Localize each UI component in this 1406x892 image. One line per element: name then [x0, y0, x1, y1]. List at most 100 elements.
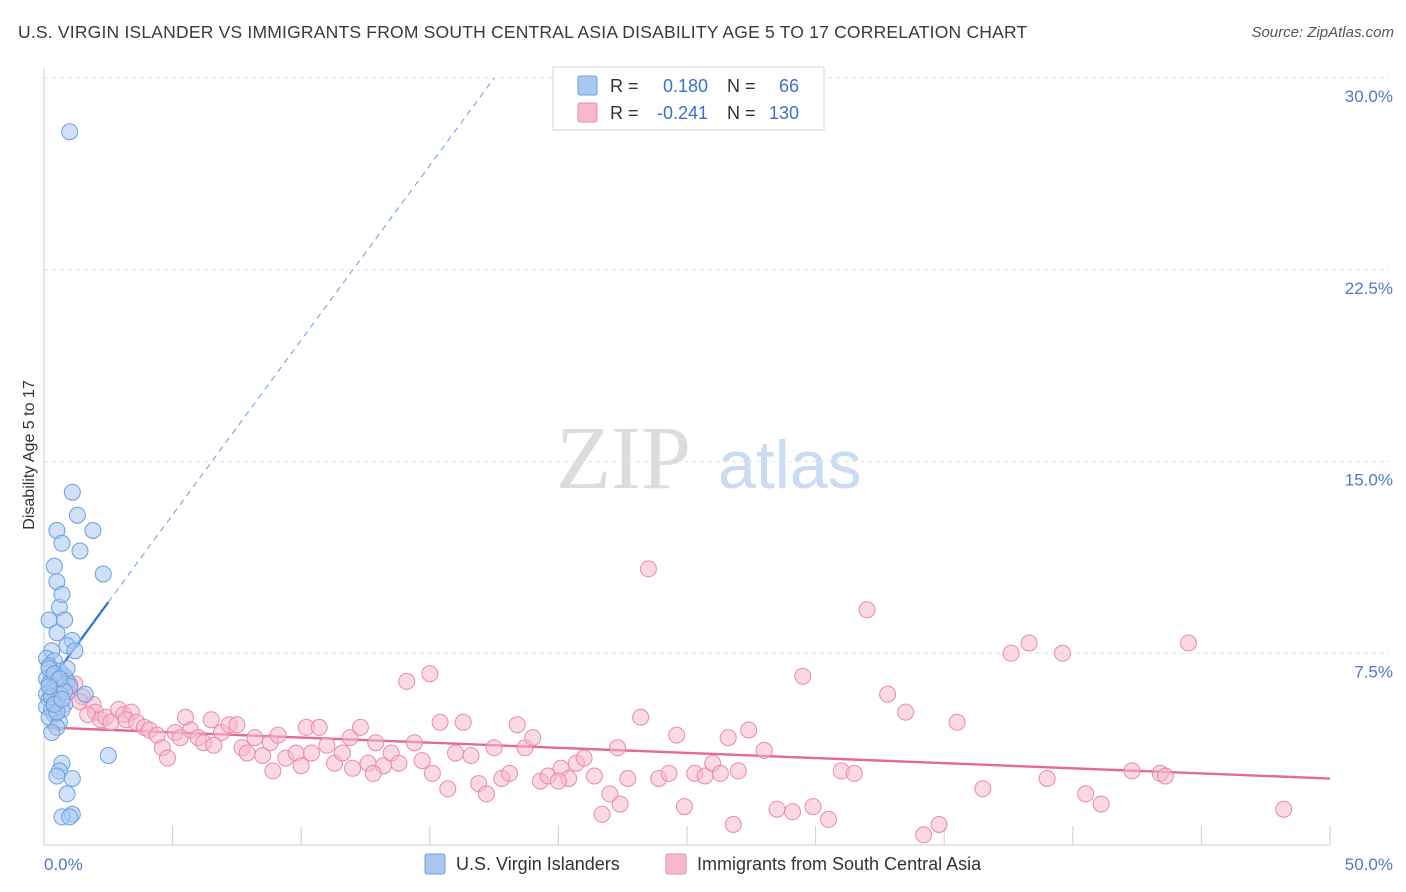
point-virgin-islanders-6 [71, 542, 89, 560]
point-south-central-asia-48 [367, 734, 385, 752]
point-south-central-asia-78 [609, 739, 627, 757]
point-south-central-asia-85 [675, 798, 693, 816]
point-south-central-asia-89 [711, 764, 729, 782]
point-south-central-asia-34 [254, 747, 272, 764]
point-south-central-asia-118 [1275, 800, 1293, 818]
point-south-central-asia-60 [462, 747, 480, 764]
point-south-central-asia-92 [740, 721, 758, 739]
point-south-central-asia-110 [1038, 770, 1056, 787]
point-virgin-islanders-8 [94, 565, 112, 583]
point-south-central-asia-112 [1077, 785, 1095, 803]
series-us-virgin-islanders [38, 123, 117, 826]
point-south-central-asia-105 [930, 816, 948, 833]
y-tick-label-2: 22.5% [1345, 279, 1393, 298]
x-tick-label-0: 0.0% [44, 855, 83, 874]
point-virgin-islanders-55 [61, 808, 79, 826]
point-virgin-islanders-46 [43, 724, 61, 741]
point-virgin-islanders-7 [45, 557, 63, 575]
point-south-central-asia-54 [413, 752, 431, 770]
point-south-central-asia-96 [794, 667, 812, 685]
point-south-central-asia-75 [585, 767, 603, 785]
point-virgin-islanders-0 [61, 123, 79, 141]
point-south-central-asia-30 [228, 716, 246, 734]
chart-title: U.S. VIRGIN ISLANDER VS IMMIGRANTS FROM … [18, 22, 1028, 42]
point-south-central-asia-74 [575, 749, 593, 767]
point-south-central-asia-128 [611, 795, 629, 813]
point-south-central-asia-77 [601, 785, 619, 803]
point-south-central-asia-90 [719, 729, 737, 747]
point-south-central-asia-91 [729, 762, 747, 780]
point-south-central-asia-94 [768, 800, 786, 818]
point-south-central-asia-65 [501, 764, 518, 782]
legend-r-value-pink: -0.241 [657, 103, 708, 123]
point-virgin-islanders-18 [66, 642, 84, 660]
legend-bottom-swatch-pink [665, 853, 687, 875]
point-south-central-asia-32 [238, 744, 256, 762]
point-south-central-asia-108 [1002, 644, 1020, 662]
point-south-central-asia-80 [632, 708, 650, 726]
legend-n-label-blue: N = [727, 76, 756, 96]
legend-n-value-blue: 66 [779, 76, 799, 96]
point-virgin-islanders-11 [53, 585, 71, 603]
point-south-central-asia-46 [351, 718, 369, 736]
point-south-central-asia-116 [1156, 767, 1174, 785]
point-virgin-islanders-2 [68, 506, 86, 524]
point-south-central-asia-107 [974, 780, 992, 798]
point-south-central-asia-27 [202, 711, 220, 729]
point-virgin-islanders-65 [53, 690, 71, 708]
point-south-central-asia-53 [405, 734, 423, 752]
point-south-central-asia-57 [439, 780, 457, 798]
point-south-central-asia-84 [668, 726, 686, 744]
legend-bottom-swatch-blue [424, 853, 446, 875]
point-south-central-asia-81 [639, 560, 657, 578]
point-south-central-asia-101 [858, 601, 876, 619]
point-south-central-asia-100 [845, 764, 863, 782]
watermark: ZIP atlas [556, 409, 862, 508]
point-virgin-islanders-52 [58, 785, 76, 803]
legend-top: R = 0.180 N = 66 R = -0.241 N = 130 [552, 66, 825, 131]
point-south-central-asia-104 [915, 826, 933, 844]
legend-r-label-pink: R = [610, 103, 639, 123]
series-immigrants-south-central-asia [53, 560, 1293, 844]
legend-bottom-label-blue: U.S. Virgin Islanders [456, 854, 620, 874]
point-south-central-asia-126 [364, 764, 382, 782]
y-tick-label-0: 7.5% [1354, 662, 1393, 681]
point-south-central-asia-45 [341, 729, 359, 747]
y-tick-label-3: 30.0% [1345, 87, 1393, 106]
y-axis-title: Disability Age 5 to 17 [21, 380, 38, 530]
x-tick-label-1: 50.0% [1345, 855, 1393, 874]
point-south-central-asia-109 [1020, 634, 1038, 652]
point-south-central-asia-120 [292, 757, 310, 775]
point-south-central-asia-125 [264, 762, 282, 780]
point-south-central-asia-62 [477, 785, 495, 803]
point-virgin-islanders-47 [99, 747, 117, 764]
point-south-central-asia-119 [205, 736, 223, 754]
point-south-central-asia-66 [508, 716, 526, 734]
point-south-central-asia-42 [318, 736, 336, 754]
grid-lines [44, 77, 1390, 654]
point-south-central-asia-51 [390, 754, 408, 772]
point-south-central-asia-98 [820, 810, 837, 828]
point-south-central-asia-95 [784, 803, 801, 821]
watermark-atlas: atlas [718, 427, 862, 503]
legend-r-value-blue: 0.180 [663, 76, 708, 96]
point-south-central-asia-52 [398, 672, 416, 690]
trend-line-blue-extension [107, 77, 495, 603]
point-south-central-asia-124 [171, 729, 189, 747]
point-south-central-asia-33 [246, 729, 264, 747]
point-south-central-asia-21 [159, 749, 176, 767]
point-virgin-islanders-50 [48, 767, 66, 785]
point-south-central-asia-68 [524, 729, 542, 747]
legend-bottom-label-pink: Immigrants from South Central Asia [697, 854, 982, 874]
legend-swatch-blue [577, 75, 598, 96]
point-virgin-islanders-63 [40, 678, 58, 695]
y-tick-label-1: 15.0% [1345, 471, 1393, 490]
point-south-central-asia-111 [1054, 644, 1071, 662]
point-south-central-asia-114 [1123, 762, 1141, 780]
point-south-central-asia-83 [660, 764, 678, 782]
watermark-zip: ZIP [556, 409, 691, 508]
point-south-central-asia-93 [755, 741, 773, 759]
point-south-central-asia-123 [421, 665, 439, 683]
point-south-central-asia-79 [619, 770, 637, 787]
